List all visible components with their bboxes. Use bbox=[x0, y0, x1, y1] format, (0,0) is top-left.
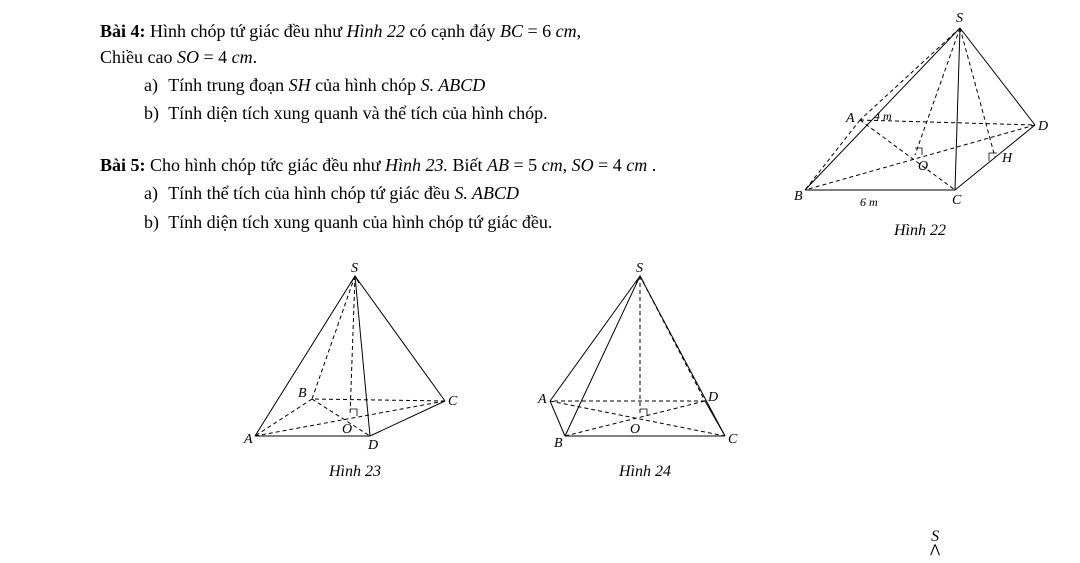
text: Cho hình chóp tức giác đều như bbox=[150, 155, 385, 175]
bottom-right-s-glyph: S ⋀ bbox=[930, 529, 940, 555]
ref-hinh23: Hình 23. bbox=[385, 155, 448, 175]
label-O: O bbox=[630, 422, 640, 437]
label-A: A bbox=[845, 111, 855, 126]
problem-4-line-2: Chiều cao SO = 4 cm. bbox=[100, 44, 780, 70]
figure-22-caption: Hình 22 bbox=[790, 219, 1050, 242]
marker-a: a) bbox=[144, 72, 164, 98]
dim-base: 6 m bbox=[860, 195, 878, 209]
unit: cm bbox=[626, 155, 647, 175]
small-arrow-icon: ⋀ bbox=[930, 543, 940, 555]
label-A: A bbox=[537, 392, 547, 407]
figure-23-caption: Hình 23 bbox=[240, 460, 470, 483]
var-BC: BC bbox=[500, 21, 523, 41]
label-B: B bbox=[298, 386, 307, 401]
text: , bbox=[577, 21, 582, 41]
label-D: D bbox=[1037, 119, 1048, 134]
page: S A D B C O H 4 m 6 m Hình 22 Bài 4: Hìn… bbox=[0, 0, 1080, 563]
problem-5-title: Bài 5: bbox=[100, 155, 146, 175]
var-SABCD: S. ABCD bbox=[454, 183, 519, 203]
dim-height: 4 m bbox=[874, 109, 892, 123]
unit: cm bbox=[542, 155, 563, 175]
label-O: O bbox=[342, 422, 352, 437]
text: Tính thể tích của hình chóp tứ giác đều bbox=[168, 183, 454, 203]
var-SO: SO bbox=[177, 47, 199, 67]
text: . bbox=[253, 47, 258, 67]
label-D: D bbox=[367, 438, 378, 451]
label-C: C bbox=[728, 432, 738, 447]
text: Tính diện tích xung quanh của hình chóp … bbox=[168, 212, 552, 232]
problem-4-b: b) Tính diện tích xung quanh và thể tích… bbox=[144, 100, 780, 126]
text: = 4 bbox=[199, 47, 232, 67]
marker-b: b) bbox=[144, 100, 164, 126]
figure-24-svg: S A D B C O bbox=[530, 261, 760, 451]
unit: cm bbox=[556, 21, 577, 41]
var-SO: SO bbox=[572, 155, 594, 175]
text: Chiều cao bbox=[100, 47, 177, 67]
text: Tính diện tích xung quanh và thể tích củ… bbox=[168, 103, 547, 123]
figure-23: S A D C B O Hình 23 bbox=[240, 261, 470, 483]
label-O: O bbox=[918, 159, 928, 174]
label-H: H bbox=[1001, 151, 1013, 166]
problem-4-sublist: a) Tính trung đoạn SH của hình chóp S. A… bbox=[100, 72, 780, 126]
bottom-figure-row: S A D C B O Hình 23 bbox=[240, 261, 1040, 483]
problem-4-line-1: Bài 4: Hình chóp tứ giác đều như Hình 22… bbox=[100, 18, 780, 44]
text: = 5 bbox=[509, 155, 542, 175]
label-S: S bbox=[351, 261, 358, 276]
problem-4-title: Bài 4: bbox=[100, 21, 146, 41]
text: của hình chóp bbox=[311, 75, 421, 95]
label-D: D bbox=[707, 390, 718, 405]
text: . bbox=[647, 155, 656, 175]
var-SABCD: S. ABCD bbox=[421, 75, 486, 95]
problem-4-a: a) Tính trung đoạn SH của hình chóp S. A… bbox=[144, 72, 780, 98]
label-B: B bbox=[794, 189, 803, 204]
text: , bbox=[563, 155, 572, 175]
var-AB: AB bbox=[487, 155, 509, 175]
figure-22: S A D B C O H 4 m 6 m Hình 22 bbox=[790, 10, 1050, 242]
figure-24: S A D B C O Hình 24 bbox=[530, 261, 760, 483]
figure-23-svg: S A D C B O bbox=[240, 261, 470, 451]
label-S: S bbox=[636, 261, 643, 276]
ref-hinh22: Hình 22 bbox=[347, 21, 406, 41]
text: = 6 bbox=[523, 21, 556, 41]
text: Hình chóp tứ giác đều như bbox=[150, 21, 346, 41]
label-B: B bbox=[554, 436, 563, 451]
label-C: C bbox=[448, 394, 458, 409]
text: = 4 bbox=[594, 155, 627, 175]
text: Tính trung đoạn bbox=[168, 75, 288, 95]
figure-24-caption: Hình 24 bbox=[530, 460, 760, 483]
figure-22-svg: S A D B C O H 4 m 6 m bbox=[790, 10, 1050, 210]
label-A: A bbox=[243, 432, 253, 447]
var-SH: SH bbox=[289, 75, 311, 95]
label-C: C bbox=[952, 193, 962, 208]
marker-b: b) bbox=[144, 209, 164, 235]
text: Biết bbox=[448, 155, 487, 175]
label-S: S bbox=[956, 11, 963, 26]
unit: cm bbox=[232, 47, 253, 67]
text: có cạnh đáy bbox=[405, 21, 500, 41]
marker-a: a) bbox=[144, 180, 164, 206]
